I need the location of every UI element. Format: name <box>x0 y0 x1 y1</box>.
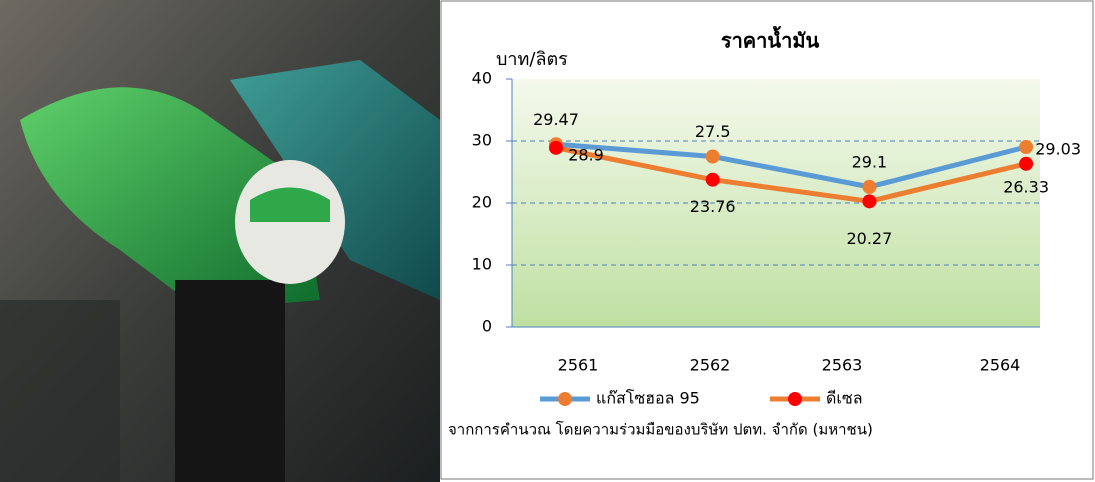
annotation: 29.1 <box>852 152 888 171</box>
marker <box>705 172 720 187</box>
data-label: 28.9 <box>568 145 604 164</box>
x-tick-label: 2563 <box>822 356 863 375</box>
source-note: จากการคำนวณ โดยความร่วมมือของบริษัท ปตท.… <box>448 421 873 439</box>
y-tick-label: 0 <box>482 317 492 336</box>
data-label: 27.5 <box>695 122 731 141</box>
fuel-nozzle-photo <box>0 0 440 482</box>
y-tick-label: 10 <box>472 255 492 274</box>
x-tick-label: 2564 <box>980 356 1021 375</box>
data-label: 20.27 <box>846 229 892 248</box>
data-label: 26.33 <box>1003 177 1049 196</box>
y-tick-label: 40 <box>472 69 492 88</box>
marker <box>1019 156 1034 171</box>
x-tick-label: 2561 <box>558 356 599 375</box>
data-label: 29.03 <box>1035 140 1081 159</box>
chart-title: ราคาน้ำมัน <box>721 26 820 53</box>
marker <box>862 179 877 194</box>
x-tick-label: 2562 <box>690 356 731 375</box>
y-tick-label: 20 <box>472 193 492 212</box>
y-axis-label: บาท/ลิตร <box>496 49 568 70</box>
legend-marker <box>558 392 572 406</box>
data-label: 23.76 <box>690 197 736 216</box>
legend-marker <box>788 392 802 406</box>
y-tick-label: 30 <box>472 131 492 150</box>
chart: ราคาน้ำมัน บาท/ลิตร จากการคำนวณ โดยความร… <box>440 0 1094 480</box>
series-line <box>555 145 1027 204</box>
legend-label: แก๊สโซฮอล 95 <box>596 389 700 408</box>
legend-label: ดีเซล <box>826 389 863 408</box>
marker <box>1019 140 1034 155</box>
data-label: 29.47 <box>533 110 579 129</box>
marker <box>549 140 563 155</box>
marker <box>862 194 877 209</box>
marker <box>705 149 720 164</box>
series-line <box>555 141 1027 190</box>
